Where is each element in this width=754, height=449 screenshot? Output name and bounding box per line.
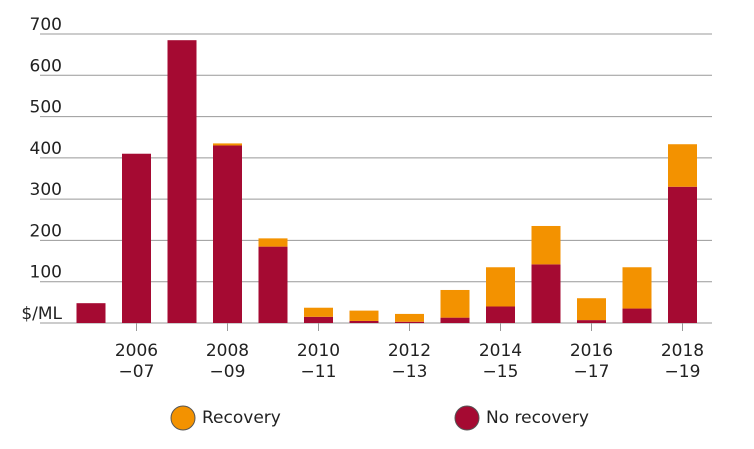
x-tick-label: 2016 −17 — [569, 341, 614, 382]
legend-swatch — [170, 405, 196, 431]
bar-segment — [258, 238, 288, 247]
y-tick-label: 500 — [30, 98, 62, 118]
bar-segment — [440, 317, 470, 323]
bar-segment — [531, 225, 561, 265]
bar-segment — [668, 186, 697, 323]
y-tick-label: 100 — [30, 263, 62, 283]
bar-segment — [122, 153, 151, 323]
bar-segment — [486, 267, 515, 307]
bar-segment — [167, 40, 197, 323]
bar-segment — [577, 320, 606, 323]
x-tick-label: 2014 −15 — [478, 341, 523, 382]
legend-label: Recovery — [202, 408, 281, 428]
bar-segment — [486, 306, 515, 323]
bar-segment — [76, 303, 106, 323]
bar-segment — [395, 321, 424, 323]
bar-segment — [622, 308, 652, 323]
legend-label: No recovery — [486, 408, 589, 428]
bar-segment — [349, 310, 379, 321]
y-tick-label: 300 — [30, 180, 62, 200]
y-tick-label: 700 — [30, 15, 62, 35]
bar-segment — [304, 307, 333, 317]
x-tick-label: 2008 −09 — [205, 341, 250, 382]
bar-segment — [622, 267, 652, 309]
bar-segment — [213, 145, 242, 323]
x-tick-label: 2012 −13 — [387, 341, 432, 382]
bar-segment — [304, 316, 333, 323]
x-tick-label: 2010 −11 — [296, 341, 341, 382]
bar-segment — [440, 289, 470, 318]
x-tick-label: 2006 −07 — [114, 341, 159, 382]
y-tick-label: $/ML — [21, 304, 62, 324]
legend-swatch — [454, 405, 480, 431]
bar-segment — [395, 313, 424, 322]
y-tick-label: 600 — [30, 56, 62, 76]
bar-segment — [531, 264, 561, 323]
bar-segment — [349, 320, 379, 323]
bar-segment — [258, 246, 288, 323]
y-tick-label: 400 — [30, 139, 62, 159]
bar-segment — [213, 143, 242, 146]
bar-segment — [577, 298, 606, 321]
bar-segment — [668, 144, 697, 187]
x-tick-label: 2018 −19 — [660, 341, 705, 382]
y-tick-label: 200 — [30, 221, 62, 241]
